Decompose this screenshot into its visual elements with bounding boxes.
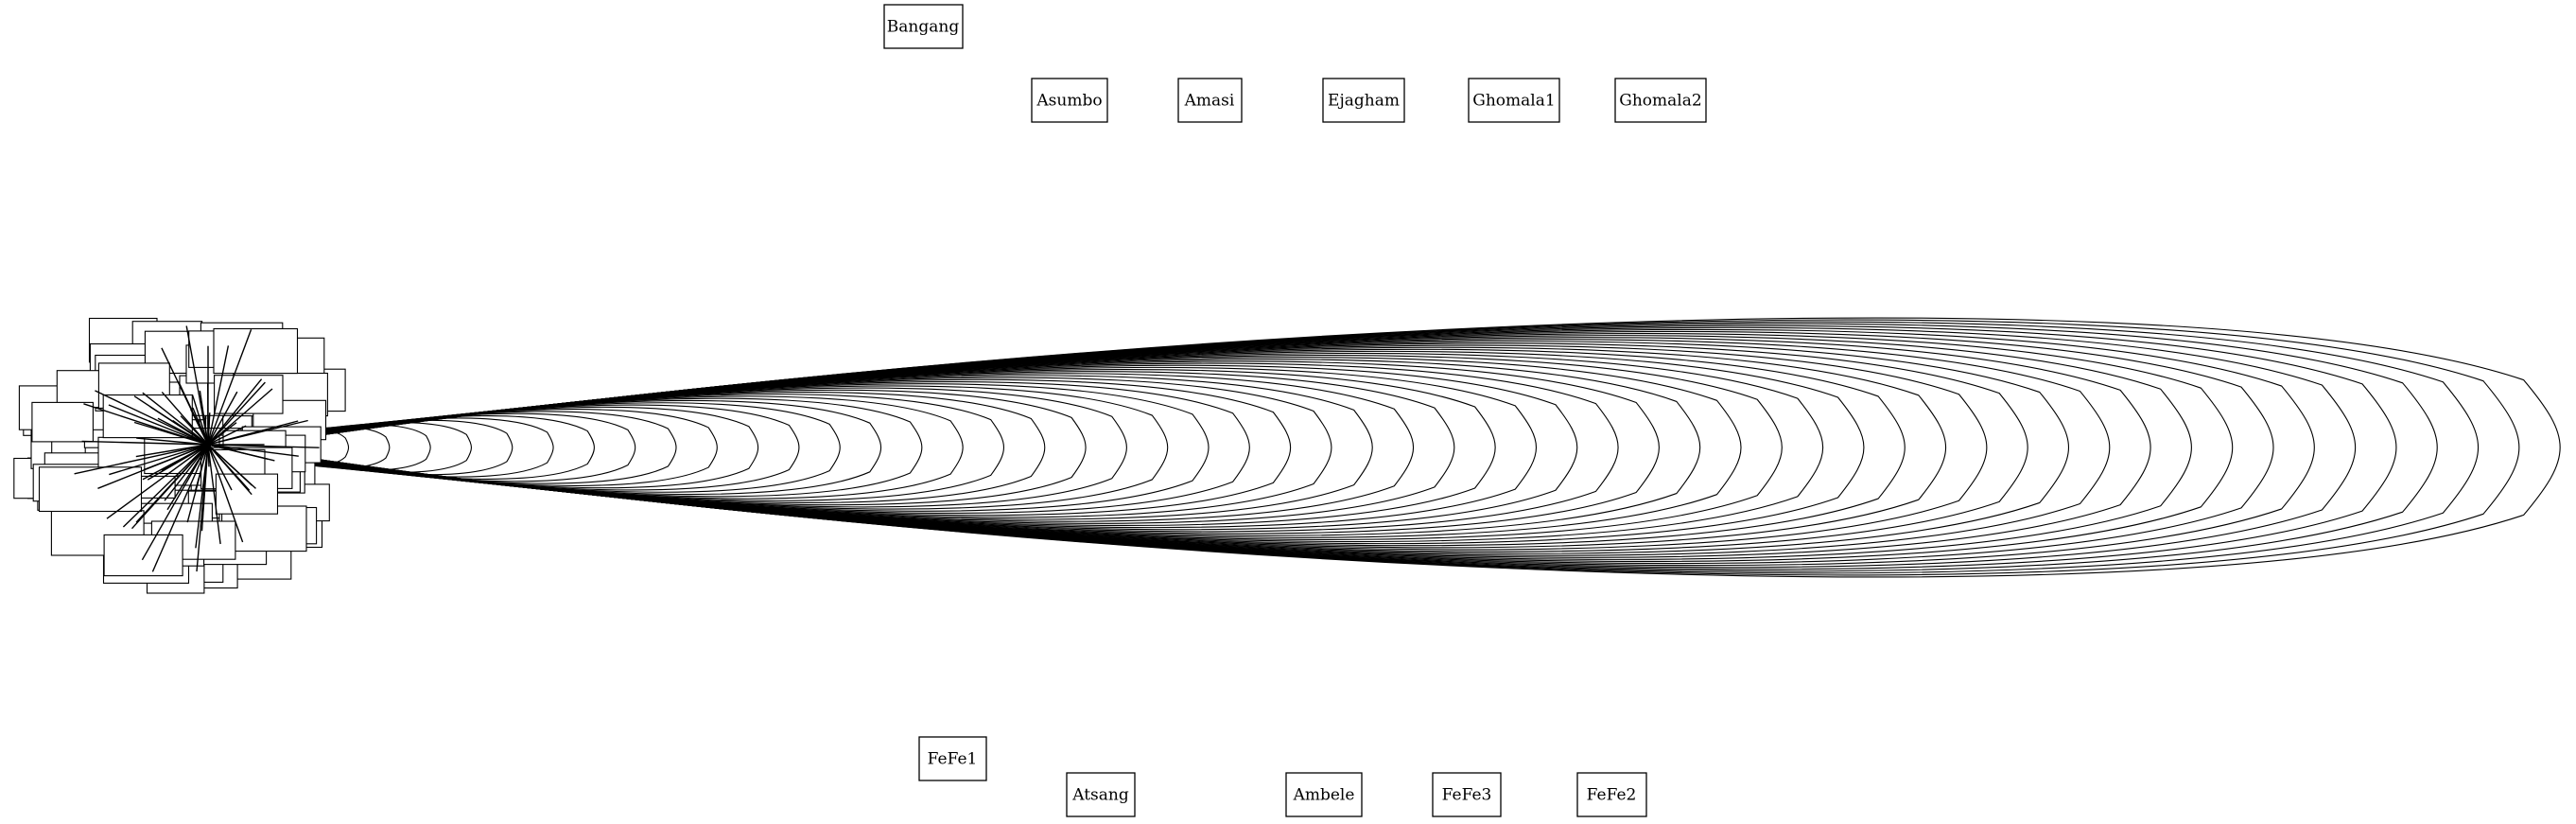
edge-loop: [235, 350, 1865, 545]
cluster-node: [38, 466, 143, 513]
node-ejagham[interactable]: Ejagham: [1322, 78, 1405, 123]
cluster-edge: [207, 388, 273, 446]
cluster-edges: [74, 325, 320, 572]
cluster-edge: [207, 444, 244, 543]
cluster-edge: [207, 381, 266, 446]
edge-loop: [235, 317, 2561, 578]
cluster-edge: [109, 444, 209, 476]
cluster-edge: [164, 444, 209, 501]
cluster-edge: [194, 444, 209, 492]
node-ghomala2[interactable]: Ghomala2: [1614, 78, 1707, 123]
node-ghomala1[interactable]: Ghomala1: [1468, 78, 1560, 123]
edge-loop: [235, 395, 964, 500]
node-label: Amasi: [1184, 92, 1235, 111]
node-fefe2[interactable]: FeFe2: [1576, 772, 1647, 817]
edge-loop: [235, 364, 1578, 531]
cluster-edge: [141, 444, 209, 561]
edge-loop: [235, 389, 1087, 506]
cluster-edge: [207, 444, 233, 491]
node-ambele[interactable]: Ambele: [1285, 772, 1363, 817]
cluster-edge: [185, 325, 209, 446]
cluster-edge: [207, 425, 247, 446]
cluster-node: [31, 401, 94, 443]
node-label: Ambele: [1293, 786, 1355, 805]
node-label: Ejagham: [1328, 92, 1400, 111]
edge-loop: [235, 328, 2315, 567]
node-cluster: [13, 317, 346, 594]
cluster-edge: [108, 404, 209, 446]
cluster-edge: [142, 392, 209, 446]
node-label: FeFe2: [1587, 786, 1637, 805]
cluster-edge: [207, 345, 230, 446]
cluster-edge: [97, 444, 209, 489]
cluster-edge: [131, 444, 209, 530]
cluster-edge: [172, 419, 209, 446]
cluster-edge: [147, 444, 209, 481]
cluster-edge: [122, 444, 209, 528]
cluster-edge: [161, 347, 209, 446]
cluster-edge: [207, 444, 221, 545]
cluster-node: [214, 375, 284, 414]
edge-loop: [235, 353, 1824, 542]
cluster-edge: [200, 444, 209, 532]
cluster-edge: [74, 444, 209, 475]
node-bangang[interactable]: Bangang: [883, 4, 964, 49]
cluster-edge: [195, 444, 209, 549]
edge-loop: [235, 397, 923, 498]
node-label: Bangang: [887, 18, 960, 37]
cluster-edge: [207, 444, 275, 462]
edge-loop: [235, 346, 1947, 549]
cluster-edge: [207, 329, 252, 446]
cluster-edge: [207, 444, 299, 457]
edge-loop: [235, 373, 1415, 522]
edge-loops: [143, 317, 2561, 578]
edge-loop: [235, 335, 2192, 560]
node-label: Atsang: [1071, 786, 1129, 805]
cluster-node: [213, 327, 299, 375]
edge-loop: [235, 344, 1988, 551]
node-label: FeFe3: [1442, 786, 1492, 805]
cluster-edge: [207, 444, 320, 448]
cluster-edge: [207, 435, 218, 446]
cluster-edge: [81, 440, 209, 446]
edge-loop: [235, 392, 1046, 503]
edge-loop: [235, 378, 1292, 517]
edge-loop: [235, 371, 1455, 524]
node-label: Ghomala2: [1619, 92, 1701, 111]
node-label: Ghomala1: [1472, 92, 1555, 111]
cluster-edge: [207, 419, 308, 446]
cluster-edge: [136, 437, 209, 446]
cluster-edge: [207, 391, 238, 446]
edge-loop: [235, 366, 1537, 529]
cluster-edge: [133, 421, 209, 446]
cluster-edge: [95, 390, 209, 446]
node-label: FeFe1: [928, 750, 978, 769]
cluster-edge: [191, 394, 209, 446]
node-fefe3[interactable]: FeFe3: [1432, 772, 1502, 817]
cluster-edge: [151, 444, 209, 572]
cluster-node: [103, 534, 183, 577]
cluster-edge: [161, 391, 209, 446]
cluster-edge: [207, 444, 256, 489]
node-label: Asumbo: [1036, 92, 1102, 111]
cluster-edge: [106, 444, 209, 519]
node-atsang[interactable]: Atsang: [1066, 772, 1136, 817]
node-amasi[interactable]: Amasi: [1177, 78, 1243, 123]
edge-loop: [235, 333, 2234, 562]
edge-loop: [235, 341, 2069, 554]
cluster-edge: [207, 444, 251, 491]
edge-loop: [235, 323, 2438, 572]
edge-loop: [235, 326, 2356, 569]
edge-loop: [235, 321, 2480, 574]
node-fefe1[interactable]: FeFe1: [918, 736, 987, 781]
edge-loop: [235, 339, 2111, 556]
cluster-edge: [207, 378, 263, 446]
node-asumbo[interactable]: Asumbo: [1031, 78, 1108, 123]
